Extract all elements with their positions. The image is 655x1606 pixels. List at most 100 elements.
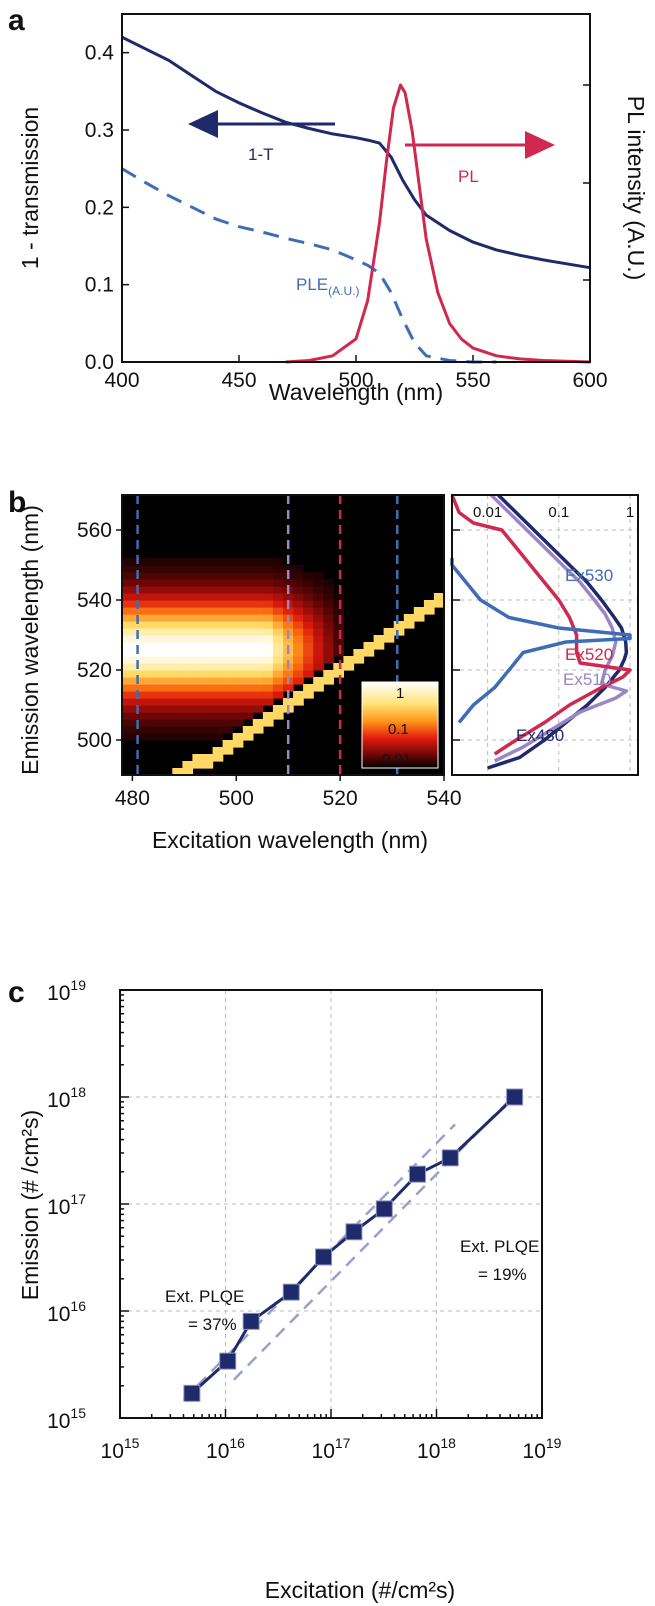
- heatmap-cell: [212, 628, 224, 636]
- heatmap-cell: [232, 719, 244, 727]
- heatmap-cell: [152, 656, 163, 664]
- heatmap-cell: [212, 586, 224, 594]
- heatmap-cell: [182, 733, 194, 741]
- heatmap-cell: [252, 691, 264, 699]
- emission-point: [183, 1384, 201, 1402]
- heatmap-cell: [293, 656, 304, 664]
- heatmap-cell: [242, 586, 254, 594]
- heatmap-cell: [172, 642, 183, 650]
- heatmap-cell: [122, 712, 133, 720]
- heatmap-cell: [202, 572, 214, 580]
- heatmap-cell: [212, 656, 224, 664]
- fit-line-plqe-19: [232, 1090, 520, 1381]
- heatmap-cell: [212, 712, 224, 720]
- heatmap-cell: [152, 607, 163, 615]
- heatmap-cell: [393, 628, 405, 636]
- heatmap-cell: [293, 572, 304, 580]
- heatmap-cell: [313, 684, 324, 692]
- heatmap-cell: [252, 600, 264, 608]
- heatmap-cell: [152, 565, 163, 573]
- heatmap-cell: [132, 684, 143, 692]
- heatmap-cell: [122, 635, 133, 643]
- emission-point: [242, 1312, 260, 1330]
- heatmap-cell: [162, 628, 173, 636]
- heatmap-cell: [333, 614, 344, 622]
- heatmap-cell: [323, 677, 334, 685]
- heatmap-cell: [232, 677, 244, 685]
- heatmap-cell: [252, 628, 264, 636]
- heatmap-cell: [182, 684, 194, 692]
- heatmap-cell: [262, 572, 274, 580]
- heatmap-cell: [202, 614, 214, 622]
- heatmap-cell: [252, 663, 264, 671]
- heatmap-cell: [122, 593, 133, 601]
- heatmap-cell: [122, 670, 133, 678]
- heatmap-cell: [192, 719, 204, 727]
- heatmap-cell: [242, 649, 254, 657]
- heatmap-cell: [272, 649, 284, 657]
- heatmap-cell: [172, 712, 183, 720]
- heatmap-cell: [252, 649, 264, 657]
- heatmap-cell: [122, 719, 133, 727]
- heatmap-cell: [343, 656, 355, 664]
- heatmap-cell: [293, 607, 304, 615]
- heatmap-cell: [222, 677, 234, 685]
- heatmap-cell: [232, 565, 244, 573]
- heatmap-cell: [172, 677, 183, 685]
- heatmap-cell: [162, 614, 173, 622]
- panel-c-ytick-label: 1017: [47, 1191, 86, 1219]
- heatmap-cell: [122, 649, 133, 657]
- panel-a-frame: [121, 13, 591, 363]
- heatmap-cell: [272, 558, 284, 566]
- panel-b-xtick-label: 520: [323, 787, 358, 810]
- heatmap-cell: [242, 579, 254, 587]
- heatmap-cell: [242, 691, 254, 699]
- heatmap-cell: [303, 691, 314, 699]
- heatmap-cell: [293, 600, 304, 608]
- heatmap-cell: [152, 642, 163, 650]
- heatmap-cell: [162, 684, 173, 692]
- heatmap-cell: [262, 642, 274, 650]
- heatmap-cell: [222, 705, 234, 713]
- heatmap-cell: [232, 600, 244, 608]
- heatmap-cell: [262, 656, 274, 664]
- heatmap-cell: [162, 719, 173, 727]
- panel-label-c: c: [8, 976, 25, 1009]
- label-1t: 1-T: [248, 145, 274, 164]
- heatmap-cell: [172, 768, 183, 776]
- series-line-ple: [121, 167, 497, 364]
- heatmap-cell: [252, 586, 264, 594]
- heatmap-cell: [262, 670, 274, 678]
- heatmap-cell: [272, 628, 284, 636]
- panel-c-xlabel: Excitation (#/cm²s): [265, 1577, 455, 1603]
- heatmap-cell: [252, 677, 264, 685]
- heatmap-cell: [242, 663, 254, 671]
- heatmap-cell: [323, 621, 334, 629]
- heatmap-cell: [162, 733, 173, 741]
- heatmap-cell: [122, 726, 133, 734]
- spectra-xtick-label: 1: [626, 504, 634, 521]
- heatmap-cell: [212, 558, 224, 566]
- heatmap-cell: [252, 614, 264, 622]
- heatmap-cell: [232, 740, 244, 748]
- heatmap-cell: [242, 607, 254, 615]
- heatmap-cell: [242, 642, 254, 650]
- heatmap-cell: [152, 733, 163, 741]
- heatmap-cell: [313, 642, 324, 650]
- heatmap-cell: [212, 726, 224, 734]
- heatmap-cell: [262, 628, 274, 636]
- heatmap-cell: [232, 593, 244, 601]
- heatmap-cell: [232, 663, 244, 671]
- heatmap-cell: [192, 691, 204, 699]
- heatmap-cell: [293, 698, 304, 706]
- heatmap-cell: [262, 677, 274, 685]
- heatmap-cell: [343, 663, 355, 671]
- heatmap-cell: [202, 677, 214, 685]
- heatmap-cell: [313, 635, 324, 643]
- heatmap-cell: [202, 754, 214, 762]
- heatmap-cell: [323, 635, 334, 643]
- heatmap-cell: [293, 621, 304, 629]
- heatmap-cell: [212, 621, 224, 629]
- heatmap-cell: [182, 579, 194, 587]
